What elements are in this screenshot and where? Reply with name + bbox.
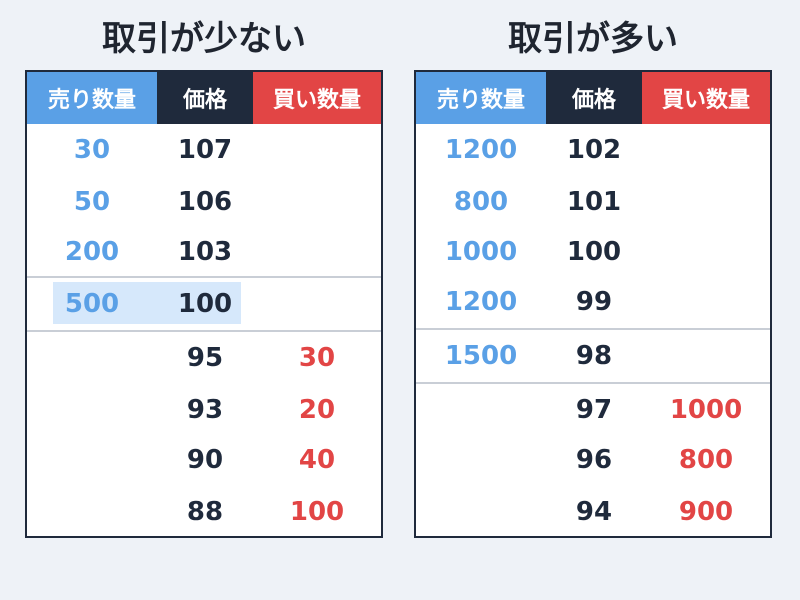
current-price-highlight <box>53 282 241 324</box>
price-cell: 103 <box>177 237 233 267</box>
sell-quantity-cell: 1200 <box>444 287 518 317</box>
buy-quantity-cell <box>642 176 770 228</box>
price-cell: 96 <box>575 445 613 475</box>
price-cell: 102 <box>566 135 622 165</box>
price-cell: 99 <box>575 287 613 317</box>
price-cell: 88 <box>186 497 224 527</box>
sell-quantity-cell <box>27 384 157 436</box>
table-row: 1200 99 <box>416 276 770 328</box>
sell-quantity-cell: 800 <box>453 187 509 217</box>
price-cell: 106 <box>177 187 233 217</box>
buy-quantity-cell <box>642 276 770 328</box>
divider <box>27 330 381 332</box>
buy-quantity-cell: 1000 <box>669 395 743 425</box>
table-row: 1200 102 <box>416 124 770 176</box>
buy-quantity-cell: 800 <box>678 445 734 475</box>
left-panel-title: 取引が少ない <box>102 19 306 59</box>
sell-quantity-cell <box>27 332 157 384</box>
sell-quantity-header: 売り数量 <box>416 72 546 124</box>
sell-quantity-cell: 1000 <box>444 237 518 267</box>
table-row: 1000 100 <box>416 226 770 278</box>
table-row: 30 107 <box>27 124 381 176</box>
sell-quantity-cell: 1500 <box>444 341 518 371</box>
buy-quantity-cell <box>642 330 770 382</box>
sell-quantity-cell: 500 <box>64 289 120 319</box>
table-row: 93 20 <box>27 384 381 436</box>
table-row: 50 106 <box>27 176 381 228</box>
price-header: 価格 <box>157 72 253 124</box>
buy-quantity-cell: 900 <box>678 497 734 527</box>
order-book-high-volume: 売り数量 価格 買い数量 1200 102 800 101 1000 100 1… <box>414 70 772 538</box>
buy-quantity-cell <box>642 124 770 176</box>
sell-quantity-cell: 30 <box>73 135 111 165</box>
price-cell: 98 <box>575 341 613 371</box>
price-cell: 101 <box>566 187 622 217</box>
sell-quantity-cell <box>416 434 546 486</box>
sell-quantity-cell <box>416 486 546 538</box>
buy-quantity-cell <box>253 124 381 176</box>
price-cell: 95 <box>186 343 224 373</box>
price-header: 価格 <box>546 72 642 124</box>
buy-quantity-cell <box>642 226 770 278</box>
price-cell: 93 <box>186 395 224 425</box>
table-row: 96 800 <box>416 434 770 486</box>
sell-quantity-header: 売り数量 <box>27 72 157 124</box>
sell-quantity-cell: 200 <box>64 237 120 267</box>
buy-quantity-header: 買い数量 <box>253 72 381 124</box>
sell-quantity-cell: 50 <box>73 187 111 217</box>
table-row: 88 100 <box>27 486 381 538</box>
table-row-current-price: 500 100 <box>27 278 381 330</box>
table-row: 90 40 <box>27 434 381 486</box>
table-row: 200 103 <box>27 226 381 278</box>
sell-quantity-cell <box>416 384 546 436</box>
sell-quantity-cell <box>27 434 157 486</box>
buy-quantity-cell <box>253 176 381 228</box>
divider <box>416 382 770 384</box>
sell-quantity-cell: 1200 <box>444 135 518 165</box>
buy-quantity-cell: 40 <box>298 445 336 475</box>
divider <box>27 276 381 278</box>
buy-quantity-cell: 100 <box>289 497 345 527</box>
buy-quantity-cell: 30 <box>298 343 336 373</box>
price-cell: 107 <box>177 135 233 165</box>
table-row: 800 101 <box>416 176 770 228</box>
price-cell: 100 <box>566 237 622 267</box>
table-row-current-price: 1500 98 <box>416 330 770 382</box>
price-cell: 90 <box>186 445 224 475</box>
price-cell: 94 <box>575 497 613 527</box>
buy-quantity-header: 買い数量 <box>642 72 770 124</box>
buy-quantity-cell <box>253 278 381 330</box>
table-row: 97 1000 <box>416 384 770 436</box>
buy-quantity-cell: 20 <box>298 395 336 425</box>
right-panel-title: 取引が多い <box>508 19 678 59</box>
sell-quantity-cell <box>27 486 157 538</box>
price-cell: 97 <box>575 395 613 425</box>
table-row: 95 30 <box>27 332 381 384</box>
order-book-low-volume: 売り数量 価格 買い数量 30 107 50 106 200 103 500 1… <box>25 70 383 538</box>
table-row: 94 900 <box>416 486 770 538</box>
divider <box>416 328 770 330</box>
price-cell: 100 <box>177 289 233 319</box>
buy-quantity-cell <box>253 226 381 278</box>
